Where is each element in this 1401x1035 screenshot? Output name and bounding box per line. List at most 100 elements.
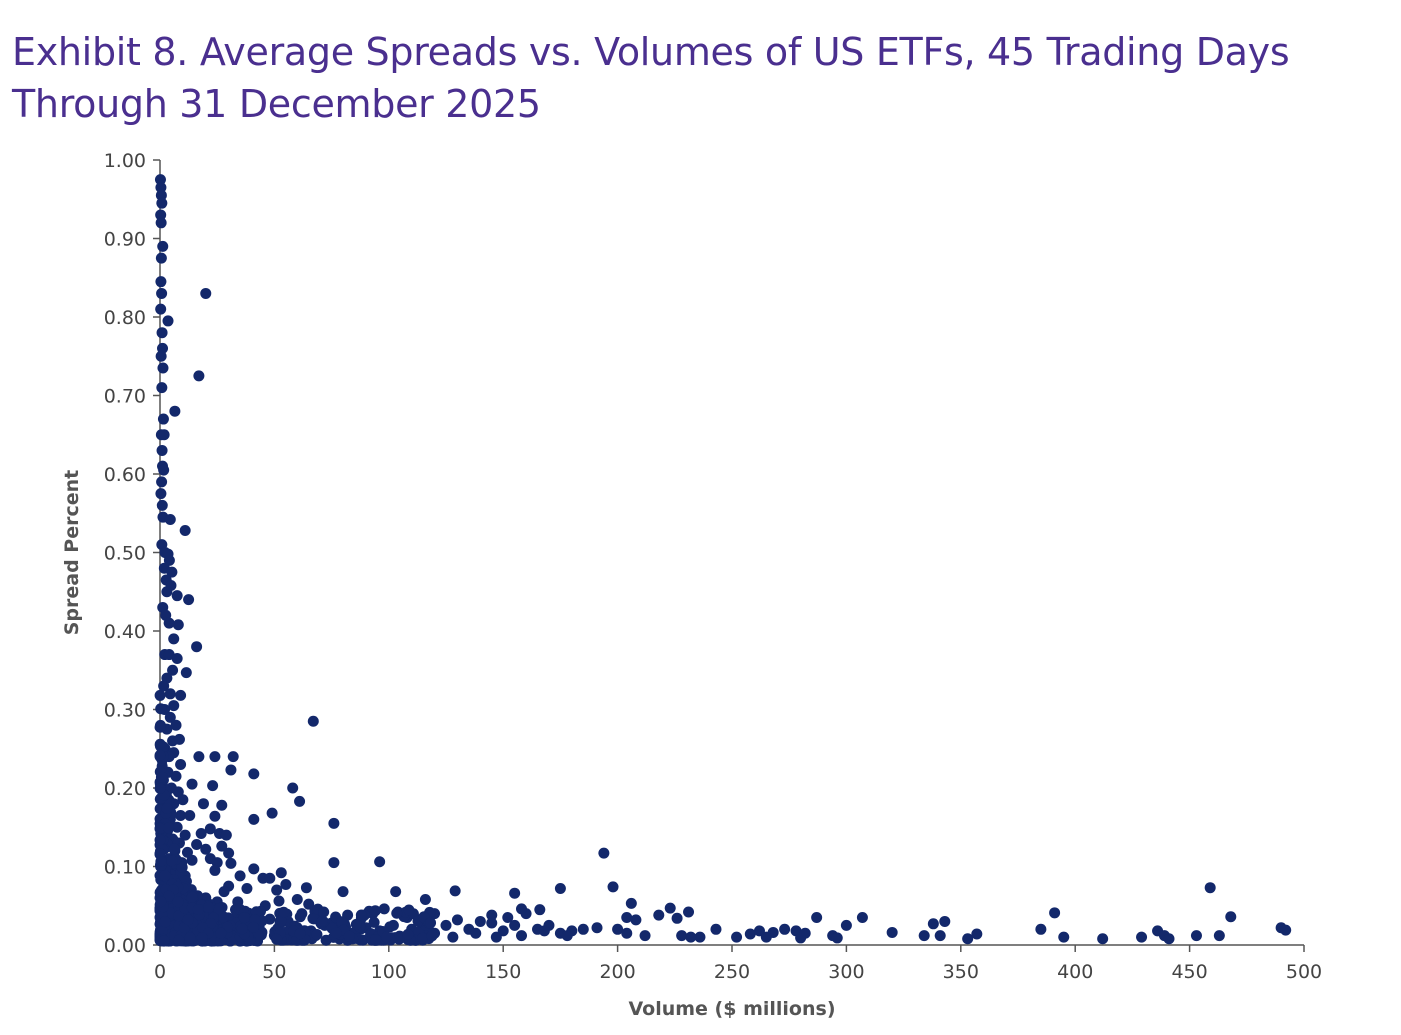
data-point bbox=[294, 911, 306, 923]
data-point bbox=[225, 857, 237, 869]
data-point bbox=[175, 809, 187, 821]
data-point bbox=[653, 909, 665, 921]
data-point bbox=[671, 912, 683, 924]
x-tick-label: 250 bbox=[714, 961, 750, 983]
data-point bbox=[184, 809, 196, 821]
data-point bbox=[179, 829, 191, 841]
data-point bbox=[155, 855, 167, 867]
data-point bbox=[612, 923, 624, 935]
data-point bbox=[486, 917, 498, 929]
data-point bbox=[378, 903, 390, 915]
data-point bbox=[731, 931, 743, 943]
data-point bbox=[156, 327, 168, 339]
data-point bbox=[170, 770, 182, 782]
data-point bbox=[856, 912, 868, 924]
data-point bbox=[1204, 882, 1216, 894]
data-point bbox=[934, 930, 946, 942]
y-tick-label: 0.50 bbox=[104, 543, 146, 565]
data-point bbox=[163, 617, 175, 629]
data-point bbox=[561, 930, 573, 942]
y-tick-label: 0.10 bbox=[104, 857, 146, 879]
x-tick-label: 500 bbox=[1286, 961, 1322, 983]
data-point bbox=[474, 915, 486, 927]
data-point bbox=[154, 822, 166, 834]
x-tick-label: 0 bbox=[154, 961, 166, 983]
data-point bbox=[311, 929, 323, 941]
x-tick-label: 450 bbox=[1171, 961, 1207, 983]
data-point bbox=[156, 499, 168, 511]
data-point bbox=[760, 931, 772, 943]
data-point bbox=[664, 902, 676, 914]
data-point bbox=[155, 209, 167, 221]
data-point bbox=[158, 935, 170, 947]
y-axis-title: Spread Percent bbox=[61, 470, 83, 636]
x-tick-label: 150 bbox=[485, 961, 521, 983]
data-point bbox=[303, 898, 315, 910]
data-point bbox=[337, 886, 349, 898]
x-tick-label: 350 bbox=[943, 961, 979, 983]
data-point bbox=[163, 554, 175, 566]
data-point bbox=[516, 930, 528, 942]
data-point bbox=[744, 928, 756, 940]
data-point bbox=[554, 882, 566, 894]
y-tick-label: 0.90 bbox=[104, 229, 146, 251]
data-point bbox=[811, 912, 823, 924]
data-point bbox=[1097, 933, 1109, 945]
data-point bbox=[209, 751, 221, 763]
data-point bbox=[287, 782, 299, 794]
data-point bbox=[449, 885, 461, 897]
data-point bbox=[156, 444, 168, 456]
data-point bbox=[683, 906, 695, 918]
data-point bbox=[1163, 933, 1175, 945]
data-point bbox=[840, 919, 852, 931]
data-point bbox=[225, 764, 237, 776]
data-point bbox=[182, 914, 194, 926]
data-point bbox=[621, 912, 633, 924]
data-point bbox=[164, 711, 176, 723]
data-point bbox=[154, 174, 166, 186]
data-point bbox=[486, 909, 498, 921]
data-point bbox=[155, 189, 167, 201]
data-point bbox=[173, 733, 185, 745]
data-point bbox=[196, 932, 208, 944]
data-point bbox=[417, 932, 429, 944]
data-point bbox=[247, 921, 259, 933]
data-point bbox=[155, 217, 167, 229]
data-point bbox=[163, 890, 175, 902]
data-point bbox=[161, 802, 173, 814]
data-point bbox=[694, 931, 706, 943]
data-point bbox=[1058, 931, 1070, 943]
data-point bbox=[1190, 930, 1202, 942]
y-tick-label: 0.80 bbox=[104, 307, 146, 329]
data-point bbox=[831, 932, 843, 944]
data-point bbox=[155, 252, 167, 264]
data-point bbox=[390, 886, 402, 898]
y-tick-label: 0.00 bbox=[104, 935, 146, 957]
data-point bbox=[294, 795, 306, 807]
data-point bbox=[156, 382, 168, 394]
data-point bbox=[154, 689, 166, 701]
data-point bbox=[273, 895, 285, 907]
data-point bbox=[218, 886, 230, 898]
data-point bbox=[203, 901, 215, 913]
data-point bbox=[184, 932, 196, 944]
data-point bbox=[538, 925, 550, 937]
data-point bbox=[157, 741, 169, 753]
data-point bbox=[685, 931, 697, 943]
data-point bbox=[1035, 923, 1047, 935]
data-point bbox=[271, 884, 283, 896]
data-point bbox=[625, 897, 637, 909]
data-point bbox=[426, 930, 438, 942]
data-point bbox=[168, 700, 180, 712]
data-point bbox=[509, 887, 521, 899]
data-point bbox=[300, 882, 312, 894]
data-point bbox=[630, 914, 642, 926]
data-point bbox=[294, 928, 306, 940]
data-point bbox=[209, 810, 221, 822]
data-point bbox=[516, 903, 528, 915]
data-point bbox=[156, 197, 168, 209]
data-point bbox=[175, 758, 187, 770]
data-point bbox=[172, 896, 184, 908]
data-point bbox=[266, 807, 278, 819]
